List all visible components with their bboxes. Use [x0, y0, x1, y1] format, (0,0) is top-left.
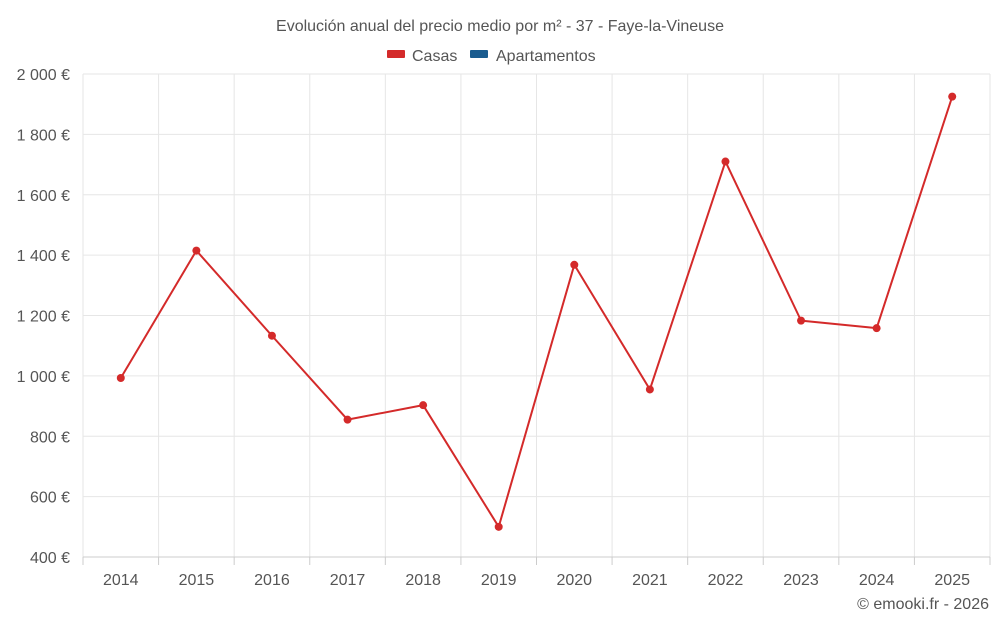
- grid: [82, 73, 991, 557]
- data-point[interactable]: [797, 316, 806, 325]
- x-tick-label: 2020: [556, 572, 592, 589]
- y-tick-label: 600 €: [30, 490, 70, 507]
- data-point[interactable]: [721, 157, 730, 166]
- data-point[interactable]: [116, 373, 125, 382]
- credit-text[interactable]: © emooki.fr - 2026: [857, 596, 989, 613]
- data-point[interactable]: [645, 385, 654, 394]
- y-tick-label: 400 €: [30, 550, 70, 567]
- x-tick-label: 2025: [934, 572, 970, 589]
- legend: Casas Apartamentos: [387, 48, 596, 65]
- data-point[interactable]: [570, 260, 579, 269]
- x-tick-label: 2023: [783, 572, 819, 589]
- legend-label-apartamentos[interactable]: Apartamentos: [496, 48, 596, 65]
- data-point[interactable]: [948, 92, 957, 101]
- y-tick-label: 1 600 €: [17, 188, 70, 205]
- y-tick-label: 1 000 €: [17, 369, 70, 386]
- data-point[interactable]: [494, 522, 503, 531]
- y-tick-label: 1 200 €: [17, 309, 70, 326]
- data-point[interactable]: [419, 401, 428, 410]
- legend-swatch-casas[interactable]: [387, 50, 405, 58]
- data-point[interactable]: [192, 246, 201, 255]
- legend-swatch-apartamentos[interactable]: [470, 50, 488, 58]
- data-point[interactable]: [343, 415, 352, 424]
- data-point[interactable]: [872, 324, 881, 333]
- x-tick-label: 2022: [708, 572, 744, 589]
- x-tick-label: 2017: [330, 572, 366, 589]
- series-line-casas: [119, 96, 954, 528]
- x-tick-label: 2024: [859, 572, 895, 589]
- x-tick-label: 2019: [481, 572, 517, 589]
- y-tick-label: 2 000 €: [17, 67, 70, 84]
- x-tick-label: 2015: [179, 572, 215, 589]
- y-tick-label: 800 €: [30, 429, 70, 446]
- axes: [82, 556, 991, 565]
- data-point[interactable]: [267, 331, 276, 340]
- x-axis-ticks: 2014 2015 2016 2017 2018 2019 2020 2021 2022 2023…: [103, 572, 970, 589]
- x-tick-label: 2018: [405, 572, 441, 589]
- y-tick-label: 1 800 €: [17, 127, 70, 144]
- y-axis-ticks: 400 € 600 € 800 € 1 000 € 1 200 € 1 400 € 1 60…: [17, 67, 70, 567]
- x-tick-label: 2021: [632, 572, 668, 589]
- y-tick-label: 1 400 €: [17, 248, 70, 265]
- x-tick-label: 2014: [103, 572, 139, 589]
- x-tick-label: 2016: [254, 572, 290, 589]
- chart-title: Evolución anual del precio medio por m² …: [276, 18, 724, 35]
- series-group: [116, 92, 957, 531]
- legend-label-casas[interactable]: Casas: [412, 48, 457, 65]
